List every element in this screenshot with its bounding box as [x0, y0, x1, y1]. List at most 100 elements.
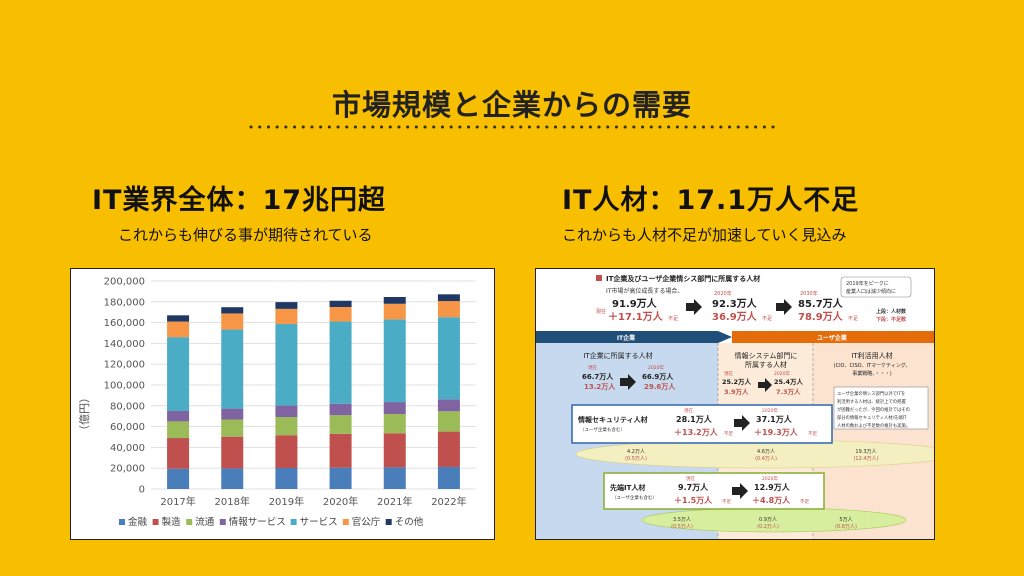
- diagram-caption: IT市場が高位成長する場合、: [606, 287, 683, 295]
- advanced-e2-value: 0.9万人: [759, 517, 777, 523]
- advanced-e1-gap: (0.5万人): [671, 524, 693, 530]
- bar-segment: [275, 467, 298, 489]
- legend-swatch: [186, 519, 193, 525]
- bar-segment: [221, 313, 244, 330]
- security-now-gap: ＋13.2万人: [674, 427, 719, 437]
- now-fusoku: 不足: [668, 316, 678, 322]
- security-y-gap: ＋19.3万人: [754, 427, 799, 437]
- bar-segment: [383, 433, 406, 468]
- 2020-tag: 2020年: [714, 290, 732, 297]
- legend-swatch: [119, 519, 125, 525]
- y-tick-label: 200,000: [104, 277, 145, 288]
- legend-entry: その他: [395, 516, 424, 528]
- y-tick-label: 0: [139, 485, 145, 496]
- y-axis-label: （億円）: [78, 392, 91, 436]
- x-tick-label: 2018年: [215, 495, 250, 508]
- bar-segment: [167, 421, 190, 439]
- now-value: 91.9万人: [612, 297, 658, 310]
- advanced-y-fusoku: 不足: [800, 499, 809, 505]
- y-tick-label: 180,000: [104, 297, 145, 308]
- col1-y-value: 66.9万人: [642, 372, 674, 381]
- x-tick-label: 2020年: [323, 495, 358, 508]
- bar-segment: [167, 337, 190, 411]
- legend-top: 上段：人材数: [876, 308, 907, 315]
- security-y-tag: 2020年: [762, 407, 778, 414]
- peak-note-line2: 産業人口は減少傾向に: [846, 288, 896, 295]
- col2-now-value: 25.2万人: [722, 377, 752, 386]
- col3-title: IT利活用人材: [851, 351, 892, 360]
- col2-title1: 情報システム部門に: [735, 351, 798, 360]
- security-e2-value: 4.6万人: [757, 449, 775, 455]
- legend-swatch: [290, 519, 297, 525]
- 2030-tag: 2030年: [800, 290, 818, 297]
- diagram-title: IT企業及びユーザ企業情シス部門に所属する人材: [606, 274, 760, 283]
- bar-segment: [221, 307, 244, 314]
- legend-bottom: 下段：不足数: [876, 316, 907, 323]
- band-user: [732, 331, 934, 343]
- band-it: [536, 331, 718, 343]
- bar-segment: [383, 297, 406, 304]
- y-tick-label: 60,000: [110, 422, 145, 433]
- bar-segment: [329, 467, 352, 489]
- bar-segment: [437, 301, 460, 318]
- col1-now-tag: 現在: [588, 364, 597, 371]
- legend-swatch: [152, 519, 159, 525]
- bar-segment: [167, 321, 190, 338]
- col3-note: ユーザ企業の情シス部門以外でITを 利活用する人材は、統計上での把握 が困難だっ…: [837, 390, 911, 429]
- right-heading: IT人材：17.1万人不足: [562, 185, 860, 216]
- advanced-e3-gap: (0.8万人): [835, 524, 857, 530]
- bar-segment: [221, 408, 244, 420]
- left-heading: IT業界全体：17兆円超: [92, 185, 387, 216]
- legend-swatch: [342, 519, 349, 525]
- security-y-value: 37.1万人: [756, 414, 793, 424]
- col3-note-box: [833, 386, 929, 430]
- security-box: [571, 404, 833, 444]
- now-gap: ＋17.1万人: [608, 310, 664, 323]
- bar-segment: [167, 411, 190, 422]
- bar-segment: [437, 466, 460, 489]
- peak-note: [840, 276, 912, 298]
- y-tick-label: 160,000: [104, 318, 145, 329]
- col1-title: IT企業に所属する人材: [583, 351, 652, 360]
- security-now-tag: 現在: [684, 407, 693, 414]
- advanced-now-value: 9.7万人: [678, 482, 709, 492]
- advanced-now-fusoku: 不足: [722, 499, 731, 505]
- col3-sub1: (CIO、CISO、ITマーケティング、: [834, 362, 911, 369]
- security-e2-gap: (0.4万人): [755, 456, 777, 462]
- bar-segment: [437, 399, 460, 412]
- legend-entry: 官公庁: [352, 516, 381, 528]
- col2-y-value: 25.4万人: [774, 377, 804, 386]
- bar-segment: [221, 468, 244, 489]
- bar-segment: [221, 436, 244, 469]
- security-e3-gap: (12.4万人): [853, 456, 878, 462]
- security-e1-value: 4.2万人: [627, 449, 645, 455]
- col2-y-tag: 2020年: [774, 370, 790, 377]
- band-user-label: ユーザ企業: [817, 334, 848, 342]
- bar-segment: [437, 294, 460, 302]
- security-e3-value: 19.3万人: [855, 449, 876, 455]
- security-title: 情報セキュリティ人材: [578, 415, 648, 424]
- y-tick-label: 80,000: [110, 401, 145, 412]
- advanced-y-value: 12.9万人: [754, 482, 791, 492]
- arrow-icon: [686, 299, 702, 315]
- col2-now-gap: 3.9万人: [724, 387, 749, 396]
- 2020-gap: 36.9万人: [712, 310, 758, 323]
- bar-segment: [329, 403, 352, 416]
- legend-swatch: [219, 519, 226, 525]
- x-tick-label: 2022年: [431, 495, 466, 508]
- arrow-icon: [620, 374, 636, 390]
- x-tick-label: 2017年: [160, 495, 195, 508]
- col2-now-tag: 現在: [724, 370, 733, 377]
- security-now-fusoku: 不足: [724, 431, 733, 437]
- security-y-fusoku: 不足: [808, 431, 817, 437]
- legend-entry: 金融: [128, 516, 148, 528]
- bar-segment: [329, 433, 352, 468]
- col1-y-gap: 29.6万人: [644, 382, 676, 391]
- advanced-e3-value: 5万人: [839, 517, 852, 523]
- security-e1-gap: (0.5万人): [625, 456, 647, 462]
- col1-now-value: 66.7万人: [582, 372, 614, 381]
- it-talent-diagram: IT企業及びユーザ企業情シス部門に所属する人材 IT市場が高位成長する場合、 現…: [535, 268, 935, 540]
- y-tick-label: 40,000: [110, 443, 145, 454]
- advanced-e2-gap: (0.2万人): [757, 524, 779, 530]
- advanced-y-gap: ＋4.8万人: [752, 495, 791, 505]
